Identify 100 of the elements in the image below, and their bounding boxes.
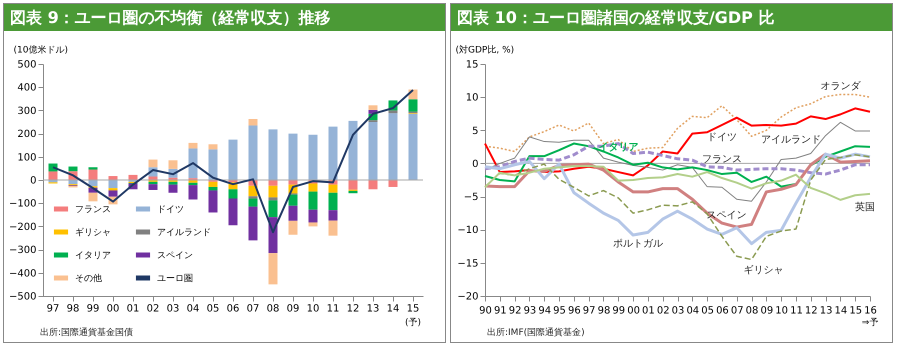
bar	[88, 192, 98, 202]
bar	[168, 160, 178, 169]
x-tick-label: 99	[612, 306, 626, 316]
x-tick-label: 03	[166, 304, 180, 314]
bar	[328, 126, 338, 180]
bar	[308, 222, 318, 226]
x-tick-label: 13	[366, 304, 380, 314]
bar	[188, 142, 198, 148]
bar	[368, 105, 378, 110]
bar	[268, 180, 278, 186]
text: (予)	[404, 317, 422, 328]
bar	[348, 120, 358, 180]
series-label: オランダ	[820, 80, 862, 92]
x-tick-label: 01	[126, 304, 140, 314]
x-tick-label: 95	[553, 306, 566, 316]
bar	[328, 210, 338, 221]
bar	[168, 182, 178, 185]
x-tick-label: 11	[326, 304, 340, 314]
line-series	[484, 142, 871, 188]
y-tick-label: −100	[9, 198, 36, 210]
bar	[248, 118, 258, 126]
bar	[208, 144, 218, 150]
chart-title: 図表 9：ユーロ圏の不均衡（経常収支）推移	[4, 4, 445, 31]
bar	[148, 160, 158, 168]
x-tick-label: 14	[834, 306, 848, 316]
bar	[248, 125, 258, 180]
bar	[388, 180, 398, 187]
x-tick-label: 07	[246, 304, 260, 314]
bar	[88, 167, 98, 170]
legend-label: ギリシャ	[75, 227, 111, 238]
bar	[328, 192, 338, 210]
bar	[88, 170, 98, 180]
bar	[288, 194, 298, 206]
x-tick-label: 05	[701, 306, 714, 316]
bar	[308, 192, 318, 210]
x-tick-label: 06	[716, 306, 729, 316]
legend-label: イタリア	[75, 251, 111, 261]
bar	[328, 184, 338, 193]
x-tick-label: 14	[386, 304, 400, 314]
bar	[188, 185, 198, 200]
legend-label: フランス	[75, 205, 111, 215]
x-tick-label: 01	[642, 306, 655, 316]
bar	[208, 182, 218, 187]
y-tick-label: −5	[464, 192, 478, 204]
x-tick-label: 12	[346, 304, 360, 314]
y-tick-label: 200	[17, 129, 36, 140]
x-tick-label: 07	[730, 306, 744, 316]
y-tick-label: 100	[17, 152, 36, 164]
bar	[228, 198, 238, 226]
text: ⇒予	[862, 317, 878, 328]
bar	[368, 122, 378, 180]
y-tick-label: 0	[472, 158, 478, 170]
x-tick-label: 12	[804, 306, 818, 316]
y-tick-label: −20	[457, 292, 478, 302]
y-axis-title: (10億米ドル)	[14, 44, 68, 56]
legend-label: アイルランド	[157, 228, 211, 238]
x-tick-label: 94	[538, 306, 552, 316]
x-tick-label: 15	[406, 304, 420, 314]
y-tick-label: 5	[472, 126, 478, 137]
x-tick-label: 05	[206, 304, 220, 314]
y-tick-label: 500	[17, 60, 36, 70]
bar	[288, 206, 298, 221]
bar	[308, 210, 318, 222]
bar	[68, 166, 78, 172]
line-series	[484, 165, 871, 201]
x-tick-label: 98	[598, 306, 610, 316]
line-series	[484, 107, 871, 176]
bar	[348, 180, 358, 190]
x-tick-label: 02	[656, 306, 670, 316]
bar	[268, 186, 278, 198]
bar	[188, 148, 198, 178]
x-tick-label: 16	[864, 306, 877, 316]
series-label: ポルトガル	[613, 238, 664, 250]
x-tick-label: 00	[106, 304, 120, 314]
x-tick-label: 06	[226, 304, 240, 314]
x-tick-label: 09	[286, 304, 300, 314]
y-tick-label: 0	[30, 176, 36, 186]
x-tick-label: 97	[582, 306, 596, 316]
bar	[108, 180, 118, 188]
bar	[288, 220, 298, 235]
bar	[268, 253, 278, 284]
text: 出所:国際通貨基金国債	[40, 326, 134, 339]
series-label: 英国	[855, 201, 876, 214]
x-tick-label: 93	[524, 306, 536, 316]
series-label: ドイツ	[706, 132, 737, 143]
bar	[208, 149, 218, 180]
y-tick-label: 15	[466, 60, 478, 70]
bar	[148, 184, 158, 190]
x-tick-label: 15	[849, 306, 862, 316]
bar	[168, 184, 178, 193]
x-tick-label: 10	[775, 306, 788, 316]
x-tick-label: 04	[186, 304, 200, 314]
x-tick-label: 10	[306, 304, 320, 314]
x-tick-label: 02	[146, 304, 160, 314]
legend-label: ドイツ	[157, 205, 184, 215]
line-series	[484, 142, 872, 176]
x-tick-label: 08	[746, 306, 758, 316]
text: 出所:IMF(国際通貨基金)	[487, 326, 585, 339]
legend-label: ユーロ圏	[157, 273, 193, 284]
y-tick-label: −300	[9, 245, 36, 256]
